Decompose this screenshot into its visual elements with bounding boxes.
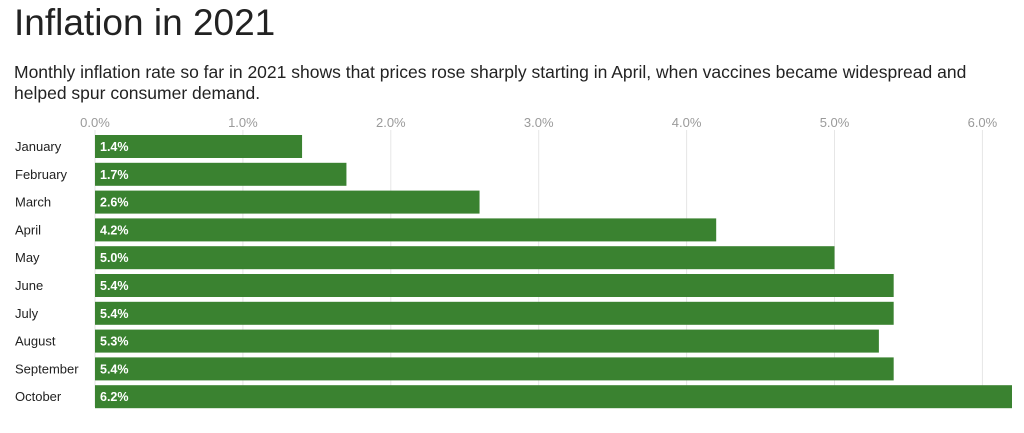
- category-label: May: [15, 250, 40, 265]
- x-tick-label: 2.0%: [376, 115, 406, 130]
- bar-february: [95, 162, 347, 186]
- category-label: June: [15, 278, 43, 293]
- bar-october: [95, 385, 1012, 409]
- category-label: October: [15, 389, 62, 404]
- bar-january: [95, 135, 303, 158]
- bar-value-label: 2.6%: [100, 196, 129, 210]
- bar-august: [95, 329, 879, 353]
- x-tick-label: 5.0%: [820, 115, 850, 130]
- bar-value-label: 5.4%: [100, 307, 129, 321]
- bar-value-label: 4.2%: [100, 223, 129, 237]
- bar-value-label: 5.4%: [100, 362, 129, 376]
- category-label: September: [15, 361, 79, 376]
- x-axis-ticks: 0.0% 1.0% 2.0% 3.0% 4.0% 5.0% 6.0%: [80, 115, 997, 130]
- bar-june: [95, 274, 894, 297]
- bar-september: [95, 357, 894, 381]
- x-tick-label: 6.0%: [968, 115, 998, 130]
- bars: 1.4% 1.7% 2.6% 4.2% 5.0% 5.4% 5.4% 5.3% 5.4% 6.2%: [95, 135, 1012, 409]
- bar-value-label: 1.4%: [100, 140, 129, 154]
- bar-value-label: 6.2%: [100, 390, 129, 404]
- bar-april: [95, 218, 717, 242]
- x-tick-label: 3.0%: [524, 115, 554, 130]
- bar-value-label: 1.7%: [100, 168, 129, 182]
- category-labels: January February March April May June July Augu…: [15, 139, 79, 404]
- bar-march: [95, 190, 480, 214]
- chart-subtitle: Monthly inflation rate so far in 2021 sh…: [14, 62, 967, 103]
- x-tick-label: 4.0%: [672, 115, 702, 130]
- x-tick-label: 1.0%: [228, 115, 258, 130]
- category-label: January: [15, 139, 62, 154]
- category-label: February: [15, 167, 68, 182]
- category-label: August: [15, 334, 56, 349]
- bar-value-label: 5.4%: [100, 279, 129, 293]
- chart-title: Inflation in 2021: [14, 2, 276, 43]
- bar-value-label: 5.3%: [100, 335, 129, 349]
- x-tick-label: 0.0%: [80, 115, 110, 130]
- category-label: April: [15, 222, 41, 237]
- category-label: March: [15, 195, 51, 210]
- bar-july: [95, 301, 894, 325]
- category-label: July: [15, 306, 39, 321]
- bar-may: [95, 246, 835, 270]
- bar-value-label: 5.0%: [100, 251, 129, 265]
